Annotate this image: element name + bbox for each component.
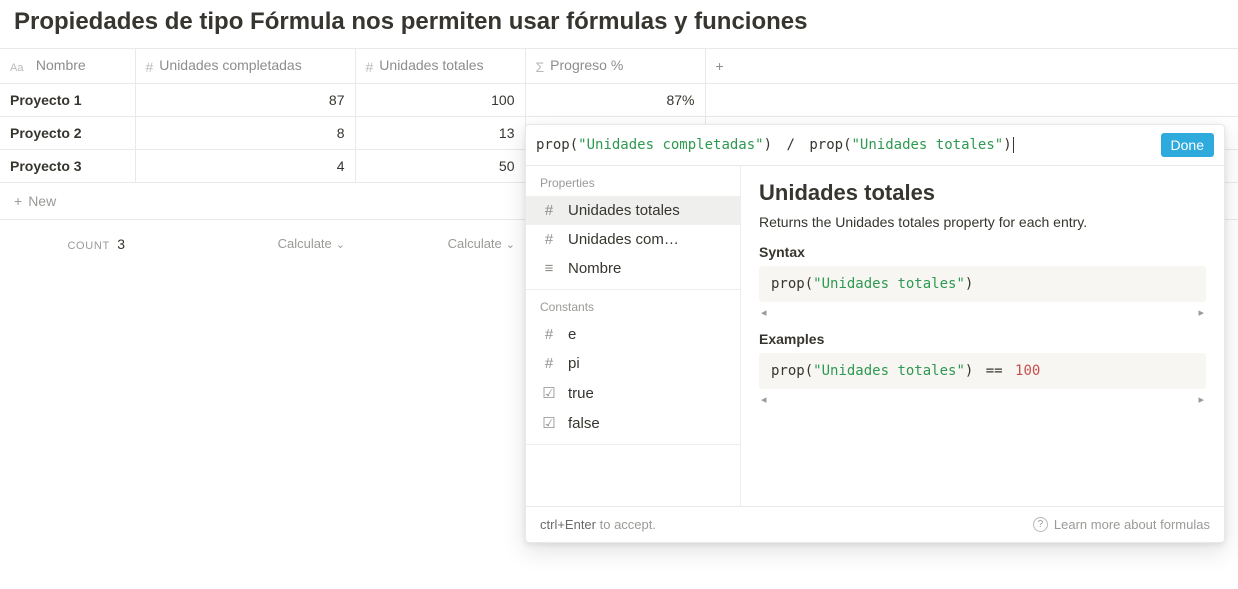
option-label: false xyxy=(568,415,600,432)
col-header-units-completed[interactable]: # Unidades completadas xyxy=(135,49,355,84)
suggestions-pane[interactable]: Properties # Unidades totales # Unidades… xyxy=(526,166,741,506)
cell-name[interactable]: Proyecto 1 xyxy=(0,83,135,116)
lines-icon: ≡ xyxy=(540,260,558,277)
count-label: count xyxy=(67,240,109,252)
chevron-down-icon: ⌄ xyxy=(336,239,345,251)
cell-progress[interactable]: 87% xyxy=(525,83,705,116)
detail-pane: Unidades totales Returns the Unidades to… xyxy=(741,166,1224,506)
formula-input[interactable]: prop("Unidades completadas") / prop("Uni… xyxy=(536,137,1151,153)
col-header-ut-label: Unidades totales xyxy=(379,57,483,73)
hash-icon: # xyxy=(540,202,558,219)
table-header-row: Aa Nombre # Unidades completadas # Unidade… xyxy=(0,49,1238,84)
plus-icon: + xyxy=(14,193,22,209)
detail-title: Unidades totales xyxy=(759,180,1206,206)
scroll-indicator: ◂▸ xyxy=(759,306,1206,331)
detail-description: Returns the Unidades totales property fo… xyxy=(759,214,1206,230)
checkbox-icon: ☑ xyxy=(540,414,558,432)
sigma-icon: Σ xyxy=(536,59,545,75)
example-code: prop("Unidades totales") == 100 xyxy=(759,353,1206,389)
constant-option-true[interactable]: ☑ true xyxy=(526,378,740,408)
footer-count[interactable]: count 3 xyxy=(0,219,135,260)
syntax-heading: Syntax xyxy=(759,244,1206,260)
cell-empty xyxy=(705,83,1238,116)
cell-ut[interactable]: 50 xyxy=(355,149,525,182)
formula-bar: prop("Unidades completadas") / prop("Uni… xyxy=(526,125,1224,166)
col-header-name[interactable]: Aa Nombre xyxy=(0,49,135,84)
plus-icon: + xyxy=(716,58,724,74)
option-label: Nombre xyxy=(568,260,621,277)
learn-more-link[interactable]: ? Learn more about formulas xyxy=(1033,517,1210,532)
section-properties-label: Properties xyxy=(526,166,740,196)
cell-uc[interactable]: 8 xyxy=(135,116,355,149)
cell-name[interactable]: Proyecto 2 xyxy=(0,116,135,149)
help-icon: ? xyxy=(1033,517,1048,532)
text-cursor xyxy=(1013,137,1014,153)
title-prop-icon: Aa xyxy=(10,58,30,74)
chevron-down-icon: ⌄ xyxy=(506,239,515,251)
col-header-uc-label: Unidades completadas xyxy=(159,57,301,73)
footer-calculate-uc[interactable]: Calculate⌄ xyxy=(135,219,355,260)
col-header-name-label: Nombre xyxy=(36,57,86,73)
property-option-nombre[interactable]: ≡ Nombre xyxy=(526,254,740,283)
section-constants-label: Constants xyxy=(526,290,740,320)
formula-editor-popover: prop("Unidades completadas") / prop("Uni… xyxy=(525,124,1225,543)
option-label: true xyxy=(568,385,594,402)
col-header-progress[interactable]: Σ Progreso % xyxy=(525,49,705,84)
option-label: Unidades totales xyxy=(568,202,680,219)
col-header-units-total[interactable]: # Unidades totales xyxy=(355,49,525,84)
hash-icon: # xyxy=(146,59,154,75)
table-row[interactable]: Proyecto 1 87 100 87% xyxy=(0,83,1238,116)
accept-hint: ctrl+Enter to accept. xyxy=(540,517,656,532)
option-label: Unidades com… xyxy=(568,231,679,248)
cell-ut[interactable]: 13 xyxy=(355,116,525,149)
cell-name[interactable]: Proyecto 3 xyxy=(0,149,135,182)
footer-calculate-ut[interactable]: Calculate⌄ xyxy=(355,219,525,260)
cell-uc[interactable]: 4 xyxy=(135,149,355,182)
constant-option-e[interactable]: # e xyxy=(526,320,740,349)
hash-icon: # xyxy=(366,59,374,75)
checkbox-icon: ☑ xyxy=(540,384,558,402)
cell-ut[interactable]: 100 xyxy=(355,83,525,116)
hash-icon: # xyxy=(540,355,558,372)
examples-heading: Examples xyxy=(759,331,1206,347)
constant-option-pi[interactable]: # pi xyxy=(526,349,740,378)
option-label: pi xyxy=(568,355,580,372)
syntax-code: prop("Unidades totales") xyxy=(759,266,1206,302)
page-title: Propiedades de tipo Fórmula nos permiten… xyxy=(0,0,1238,48)
new-row-label: New xyxy=(28,193,56,209)
property-option-unidades-totales[interactable]: # Unidades totales xyxy=(526,196,740,225)
property-option-unidades-completadas[interactable]: # Unidades com… xyxy=(526,225,740,254)
count-value: 3 xyxy=(117,236,125,252)
popover-footer: ctrl+Enter to accept. ? Learn more about… xyxy=(526,506,1224,542)
hash-icon: # xyxy=(540,231,558,248)
option-label: e xyxy=(568,326,576,343)
add-column[interactable]: + xyxy=(705,49,1238,84)
col-header-pr-label: Progreso % xyxy=(550,57,623,73)
cell-uc[interactable]: 87 xyxy=(135,83,355,116)
scroll-indicator: ◂▸ xyxy=(759,393,1206,418)
hash-icon: # xyxy=(540,326,558,343)
done-button[interactable]: Done xyxy=(1161,133,1214,157)
learn-more-label: Learn more about formulas xyxy=(1054,517,1210,532)
constant-option-false[interactable]: ☑ false xyxy=(526,408,740,438)
svg-text:Aa: Aa xyxy=(10,62,24,74)
